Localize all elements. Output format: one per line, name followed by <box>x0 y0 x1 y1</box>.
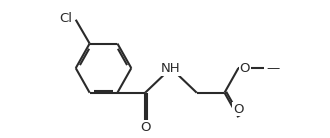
Text: NH: NH <box>161 62 181 75</box>
Text: O: O <box>240 62 250 75</box>
Text: Cl: Cl <box>60 12 73 25</box>
Text: —: — <box>266 62 280 75</box>
Text: O: O <box>233 103 244 116</box>
Text: O: O <box>140 121 150 134</box>
